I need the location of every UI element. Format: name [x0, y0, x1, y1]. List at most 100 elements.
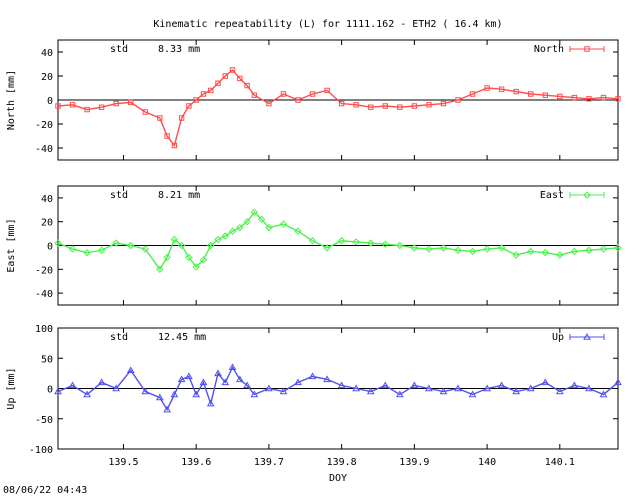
up-data-point [68, 381, 77, 389]
east-data-point [396, 241, 404, 250]
north-data-point [55, 103, 61, 109]
up-data-point [294, 378, 302, 386]
panel-up: -100 -50 0 50 100 Up [mm] std 12.45 mm Up [6, 324, 622, 456]
north-data-point [208, 87, 214, 94]
north-series-line [57, 69, 619, 148]
up-data-point [54, 387, 62, 395]
up-data-point [497, 381, 506, 389]
north-data-point [615, 96, 621, 102]
up-data-point [526, 384, 535, 392]
north-legend-label: North [534, 44, 564, 55]
up-data-point [512, 387, 521, 395]
east-data-point [250, 208, 259, 216]
north-data-point [571, 94, 578, 101]
panel-north: -40 -20 0 20 40 North [mm] std 8.33 mm North [6, 39, 621, 161]
east-data-point [199, 256, 208, 264]
north-y-axis-label: North [mm] [6, 70, 17, 130]
east-data-point [294, 227, 302, 235]
north-data-point [266, 100, 272, 107]
up-data-point [381, 381, 390, 389]
north-data-point [200, 91, 207, 97]
up-legend-marker [583, 332, 591, 340]
up-y-tick-label: -50 [35, 415, 53, 426]
east-data-point [599, 245, 608, 253]
east-data-point [265, 223, 273, 232]
up-data-point [228, 363, 237, 371]
up-data-point [177, 375, 186, 383]
up-y-tick-label: 50 [41, 354, 53, 365]
up-legend-label: Up [552, 332, 564, 343]
up-data-point [410, 381, 419, 389]
east-data-point [512, 251, 520, 259]
north-legend-marker [584, 46, 590, 52]
east-legend-marker [583, 191, 591, 199]
east-data-point [214, 235, 222, 244]
north-data-point [397, 104, 403, 110]
east-data-point [468, 247, 477, 256]
x-tick-label: 139.9 [399, 457, 429, 468]
east-legend-label: East [540, 190, 564, 201]
x-tick-label: 139.5 [108, 457, 138, 468]
east-data-point [221, 232, 229, 240]
east-data-point [257, 215, 266, 224]
east-data-point [185, 253, 193, 262]
east-y-tick-label: 0 [47, 242, 53, 253]
up-series-line [57, 365, 619, 412]
north-y-tick-label: -40 [35, 144, 53, 155]
east-data-point [228, 227, 237, 235]
x-axis-label: DOY [329, 473, 347, 484]
north-data-point [142, 109, 148, 115]
x-tick-label: 140.1 [545, 457, 575, 468]
x-tick-label: 140 [478, 457, 496, 468]
north-data-point [237, 75, 243, 82]
north-y-tick-label: 40 [41, 48, 53, 59]
north-data-point [84, 106, 90, 113]
north-std-label: std [110, 44, 128, 55]
east-data-point [381, 240, 389, 249]
up-data-point [221, 378, 230, 386]
north-data-point [178, 115, 185, 121]
north-data-point [98, 104, 105, 110]
up-data-point [163, 405, 171, 413]
east-data-point [527, 247, 535, 256]
panel-east: -40 -20 0 20 40 East [mm] std 8.21 mm East [6, 185, 622, 306]
up-data-point [206, 399, 215, 407]
up-y-tick-label: -100 [29, 445, 53, 456]
up-data-point [126, 366, 135, 374]
east-data-point [367, 239, 375, 247]
north-data-point [309, 91, 316, 97]
up-data-point [599, 390, 608, 398]
up-data-point [468, 390, 477, 398]
east-data-point [410, 244, 419, 252]
north-y-tick-label: 0 [47, 96, 53, 107]
north-data-point [498, 86, 505, 92]
x-tick-label: 139.7 [254, 457, 284, 468]
north-data-point [440, 100, 447, 107]
north-data-point [455, 97, 461, 103]
east-data-point [497, 244, 506, 252]
up-data-point [112, 384, 121, 392]
east-data-point [207, 241, 215, 250]
east-data-point [236, 223, 244, 232]
east-data-point [97, 246, 106, 254]
north-data-point [411, 103, 418, 109]
east-data-point [156, 265, 164, 274]
chart-title: Kinematic repeatability (L) for 1111.162… [153, 19, 502, 30]
east-data-point [352, 238, 360, 246]
up-data-point [250, 390, 259, 398]
east-data-point [337, 237, 346, 245]
north-data-point [157, 115, 163, 121]
north-data-point [280, 91, 287, 97]
east-y-axis-label: East [mm] [6, 218, 17, 272]
north-data-point [251, 92, 258, 98]
north-data-point [353, 102, 359, 108]
east-data-point [454, 246, 462, 254]
up-data-point [395, 390, 404, 398]
up-std-label: std [110, 332, 128, 343]
up-data-point [214, 369, 222, 377]
north-data-point [338, 100, 345, 107]
east-data-point [556, 251, 564, 259]
up-data-point [83, 390, 91, 398]
east-data-point [83, 248, 91, 257]
